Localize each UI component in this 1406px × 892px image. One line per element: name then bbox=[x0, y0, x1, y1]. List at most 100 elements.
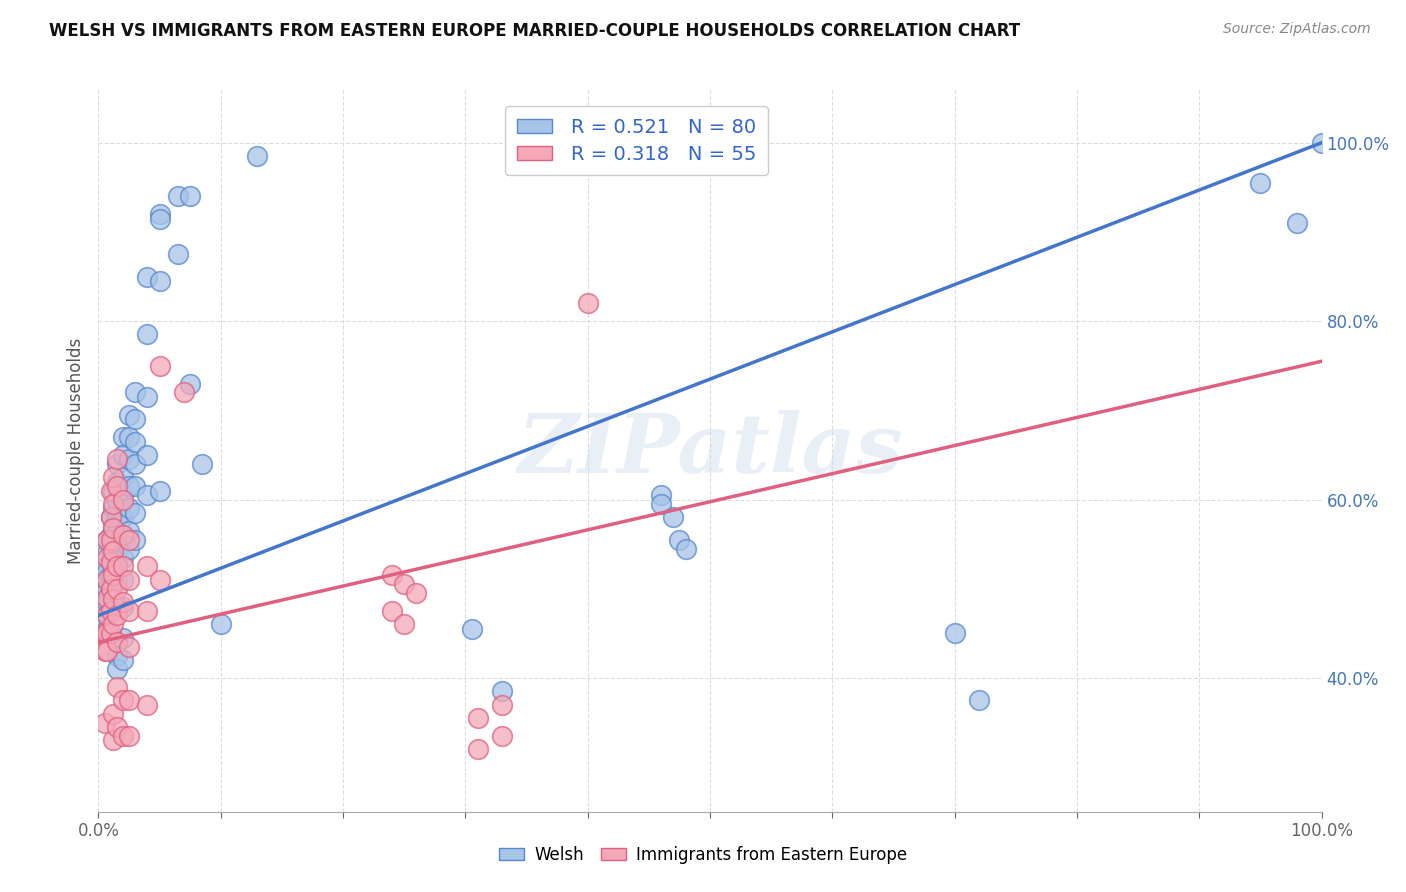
Point bbox=[136, 559, 159, 574]
Text: WELSH VS IMMIGRANTS FROM EASTERN EUROPE MARRIED-COUPLE HOUSEHOLDS CORRELATION CH: WELSH VS IMMIGRANTS FROM EASTERN EUROPE … bbox=[49, 22, 1021, 40]
Point bbox=[149, 483, 172, 498]
Point bbox=[100, 541, 122, 556]
Point bbox=[100, 510, 122, 524]
Point bbox=[96, 573, 118, 587]
Point bbox=[111, 492, 134, 507]
Point bbox=[491, 698, 513, 712]
Point bbox=[136, 390, 159, 404]
Point bbox=[100, 528, 122, 542]
Point bbox=[392, 617, 416, 632]
Legend: Welsh, Immigrants from Eastern Europe: Welsh, Immigrants from Eastern Europe bbox=[492, 839, 914, 871]
Point bbox=[100, 555, 122, 569]
Point bbox=[105, 479, 128, 493]
Point bbox=[100, 582, 122, 596]
Point bbox=[124, 434, 146, 449]
Point bbox=[381, 568, 404, 582]
Point bbox=[101, 733, 124, 747]
Point bbox=[96, 550, 118, 565]
Point bbox=[179, 189, 201, 203]
Point bbox=[167, 247, 190, 261]
Point bbox=[191, 457, 214, 471]
Legend: R = 0.521   N = 80, R = 0.318   N = 55: R = 0.521 N = 80, R = 0.318 N = 55 bbox=[505, 106, 768, 175]
Point bbox=[118, 573, 141, 587]
Point bbox=[118, 533, 141, 547]
Point bbox=[96, 533, 118, 547]
Point bbox=[105, 559, 128, 574]
Point bbox=[101, 617, 124, 632]
Point bbox=[105, 662, 128, 676]
Point bbox=[101, 564, 124, 578]
Point bbox=[392, 577, 416, 591]
Point bbox=[101, 546, 124, 560]
Point bbox=[167, 189, 190, 203]
Point bbox=[100, 604, 122, 618]
Point bbox=[111, 550, 134, 565]
Point bbox=[100, 568, 122, 582]
Point bbox=[105, 582, 128, 596]
Point bbox=[943, 626, 966, 640]
Point bbox=[105, 452, 128, 467]
Y-axis label: Married-couple Households: Married-couple Households bbox=[66, 337, 84, 564]
Point bbox=[101, 533, 124, 547]
Point bbox=[118, 604, 141, 618]
Point bbox=[668, 533, 690, 547]
Point bbox=[111, 573, 134, 587]
Point bbox=[100, 533, 122, 547]
Point bbox=[118, 524, 141, 538]
Point bbox=[124, 506, 146, 520]
Point bbox=[105, 457, 128, 471]
Point bbox=[93, 586, 115, 600]
Point bbox=[967, 693, 990, 707]
Point bbox=[105, 608, 128, 623]
Point bbox=[149, 573, 172, 587]
Point bbox=[149, 359, 172, 373]
Point bbox=[124, 533, 146, 547]
Point bbox=[124, 385, 146, 400]
Point bbox=[1249, 176, 1271, 190]
Point bbox=[111, 653, 134, 667]
Point bbox=[96, 564, 118, 578]
Point bbox=[467, 711, 489, 725]
Point bbox=[93, 626, 115, 640]
Point bbox=[105, 559, 128, 574]
Point bbox=[111, 448, 134, 462]
Point bbox=[105, 475, 128, 489]
Point bbox=[101, 706, 124, 721]
Point bbox=[491, 684, 513, 698]
Point bbox=[111, 470, 134, 484]
Point bbox=[118, 501, 141, 516]
Point bbox=[118, 430, 141, 444]
Point bbox=[136, 488, 159, 502]
Point bbox=[96, 546, 118, 560]
Point bbox=[105, 635, 128, 649]
Point bbox=[101, 544, 124, 558]
Point bbox=[111, 729, 134, 743]
Point bbox=[105, 492, 128, 507]
Point bbox=[105, 573, 128, 587]
Point bbox=[96, 608, 118, 623]
Point bbox=[100, 483, 122, 498]
Point bbox=[105, 680, 128, 694]
Point bbox=[118, 479, 141, 493]
Point bbox=[93, 715, 115, 730]
Point bbox=[136, 327, 159, 342]
Point bbox=[93, 644, 115, 658]
Point bbox=[93, 573, 115, 587]
Point bbox=[96, 626, 118, 640]
Point bbox=[93, 599, 115, 614]
Point bbox=[101, 592, 124, 607]
Point bbox=[467, 742, 489, 756]
Point bbox=[118, 408, 141, 422]
Point bbox=[149, 211, 172, 226]
Point bbox=[1310, 136, 1333, 150]
Point bbox=[100, 555, 122, 569]
Point bbox=[101, 470, 124, 484]
Point bbox=[105, 541, 128, 556]
Point bbox=[124, 479, 146, 493]
Point bbox=[136, 448, 159, 462]
Point bbox=[105, 524, 128, 538]
Point bbox=[105, 510, 128, 524]
Point bbox=[149, 274, 172, 288]
Point bbox=[96, 608, 118, 623]
Point bbox=[111, 693, 134, 707]
